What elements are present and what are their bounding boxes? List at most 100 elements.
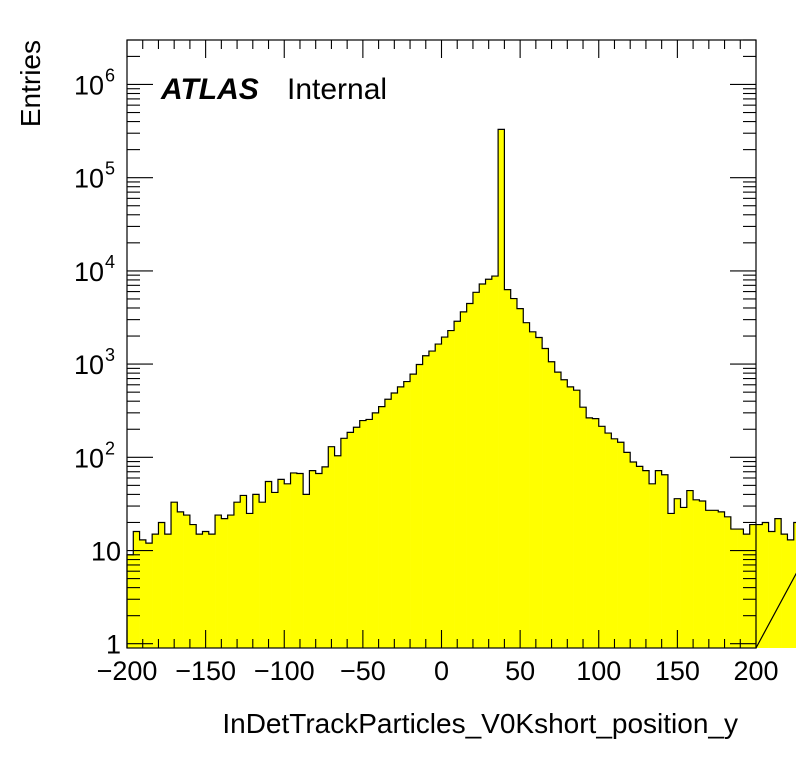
histogram-bin: [730, 529, 738, 648]
histogram-bin: [548, 361, 556, 648]
histogram-bin: [743, 534, 751, 648]
histogram-bin: [529, 331, 537, 648]
histogram-bin: [215, 515, 222, 648]
histogram-bin: [586, 417, 593, 648]
histogram-bin: [724, 516, 732, 648]
histogram-bin: [171, 502, 178, 648]
x-tick-label: 100: [576, 656, 621, 686]
histogram-bin: [321, 466, 329, 648]
histogram-bin: [579, 407, 587, 648]
histogram-bin: [152, 534, 159, 648]
histogram-bin: [127, 554, 134, 648]
y-tick-label: 10: [74, 164, 104, 194]
histogram-bin: [202, 531, 210, 648]
histogram-bin: [460, 311, 467, 648]
histogram-bin: [542, 348, 549, 648]
histogram-bin: [246, 513, 254, 648]
histogram-bin: [303, 494, 310, 648]
histogram-bin: [466, 303, 474, 648]
histogram-bin: [397, 386, 405, 648]
y-tick-exponent: 6: [105, 65, 115, 85]
x-tick-label: 150: [655, 656, 700, 686]
histogram-bin: [416, 364, 423, 648]
y-tick-exponent: 3: [105, 345, 115, 365]
histogram-bin: [737, 529, 744, 648]
x-axis-label: InDetTrackParticles_V0Kshort_position_y: [222, 708, 738, 739]
histogram-bin: [447, 330, 455, 648]
histogram-bin: [158, 522, 166, 648]
histogram-bin: [567, 386, 574, 648]
histogram-bin: [422, 355, 430, 648]
histogram-bin: [315, 473, 323, 648]
histogram-bin: [674, 498, 681, 648]
histogram-bin: [164, 534, 172, 648]
histogram-bin: [139, 539, 147, 648]
x-tick-label: −200: [97, 656, 158, 686]
x-tick-label: 0: [434, 656, 449, 686]
histogram-bin: [353, 427, 361, 648]
y-tick-exponent: 2: [105, 438, 115, 458]
histogram-bin: [617, 442, 625, 648]
histogram-bin: [699, 500, 706, 648]
y-tick-label: 1: [106, 630, 121, 660]
histogram-bin: [573, 390, 581, 648]
histogram-bin: [535, 337, 543, 648]
histogram-bin: [592, 418, 600, 648]
histogram-bin: [491, 276, 499, 648]
histogram-bin: [623, 452, 631, 648]
histogram-bin: [504, 289, 511, 648]
histogram-bin: [259, 502, 266, 648]
histogram-bin: [454, 321, 461, 648]
histogram-bin: [296, 473, 304, 648]
histogram-bin: [196, 534, 203, 648]
histogram-bin: [605, 433, 612, 648]
histogram-bin: [133, 531, 140, 648]
histogram-bin: [441, 337, 449, 648]
internal-label: Internal: [287, 73, 387, 106]
histogram-bin: [183, 515, 191, 648]
histogram-bin: [762, 522, 769, 648]
histogram-bin: [718, 511, 725, 648]
plot-frame: [126, 39, 757, 649]
histogram-bin: [227, 515, 235, 648]
y-tick-label: 10: [74, 443, 104, 473]
histogram-bin: [711, 510, 719, 648]
histogram-bin: [774, 518, 782, 648]
y-tick-label: 10: [91, 537, 121, 567]
histogram-bin: [630, 462, 637, 648]
histogram-bin: [661, 474, 669, 648]
histogram-bin: [787, 539, 795, 648]
histogram-bin: [510, 298, 518, 648]
x-tick-label: −100: [254, 656, 315, 686]
histogram-bin: [554, 372, 562, 648]
histogram-bin: [611, 438, 618, 648]
histogram-bin: [372, 412, 379, 648]
histogram-bin: [756, 524, 763, 648]
histogram-bin: [328, 446, 335, 648]
histogram-bin: [655, 470, 662, 648]
histogram-bin: [309, 470, 316, 648]
histogram-bin: [561, 379, 568, 648]
histogram-bin: [284, 483, 291, 648]
histogram-bin: [667, 513, 675, 648]
histogram-bin: [359, 420, 367, 648]
histogram-bin: [642, 470, 650, 648]
histogram-bin: [252, 494, 260, 648]
histogram-bin: [472, 292, 480, 648]
histogram-bin: [686, 490, 694, 648]
histogram-bin: [334, 455, 342, 648]
x-tick-label: −150: [175, 656, 236, 686]
histogram-bin: [403, 381, 411, 648]
histogram-bin: [705, 510, 713, 648]
histogram-outline: [126, 128, 796, 649]
histogram-bin: [485, 279, 493, 648]
histogram-bin: [340, 438, 348, 648]
histogram-bin: [749, 524, 757, 648]
y-tick-exponent: 4: [105, 252, 115, 272]
histogram-bin: [498, 129, 505, 649]
histogram-bin: [598, 426, 606, 648]
y-tick-label: 10: [74, 257, 104, 287]
histogram-bin: [693, 499, 700, 648]
